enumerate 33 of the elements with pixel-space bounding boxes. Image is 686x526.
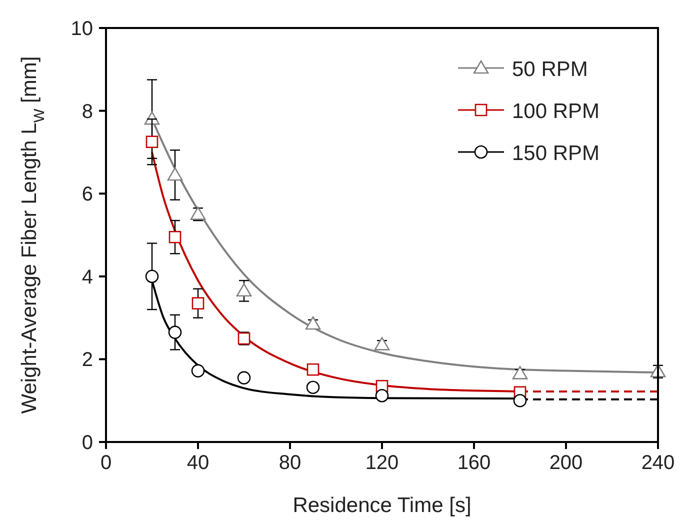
y-tick-label: 4 — [82, 266, 93, 288]
x-axis-title: Residence Time [s] — [292, 494, 472, 517]
legend-label: 50 RPM — [512, 58, 588, 81]
point — [191, 364, 205, 378]
point — [374, 337, 390, 350]
point — [305, 316, 321, 330]
x-tick-label: 240 — [641, 452, 675, 474]
point — [167, 167, 183, 181]
point — [237, 371, 251, 384]
y-tick-label: 0 — [82, 432, 93, 454]
x-tick-label: 80 — [278, 452, 302, 474]
x-tick-label: 160 — [457, 452, 491, 474]
y-tick-label: 6 — [82, 184, 93, 206]
point — [375, 388, 389, 402]
point — [145, 270, 159, 284]
y-tick-label: 10 — [70, 18, 93, 40]
point — [168, 326, 182, 339]
x-tick-label: 200 — [549, 452, 583, 474]
legend-label: 100 RPM — [512, 100, 600, 123]
y-tick-label: 8 — [82, 100, 93, 123]
x-tick-label: 0 — [100, 452, 112, 474]
point — [146, 136, 158, 148]
point — [512, 366, 528, 380]
y-tick-label: 2 — [82, 349, 93, 372]
point — [236, 283, 252, 297]
point — [192, 297, 204, 310]
point — [306, 363, 320, 376]
point — [513, 394, 527, 408]
x-tick-label: 40 — [186, 452, 210, 474]
point — [168, 230, 182, 244]
x-tick-label: 120 — [365, 452, 399, 474]
point — [306, 380, 320, 394]
legend-label: 150 RPM — [512, 142, 600, 165]
